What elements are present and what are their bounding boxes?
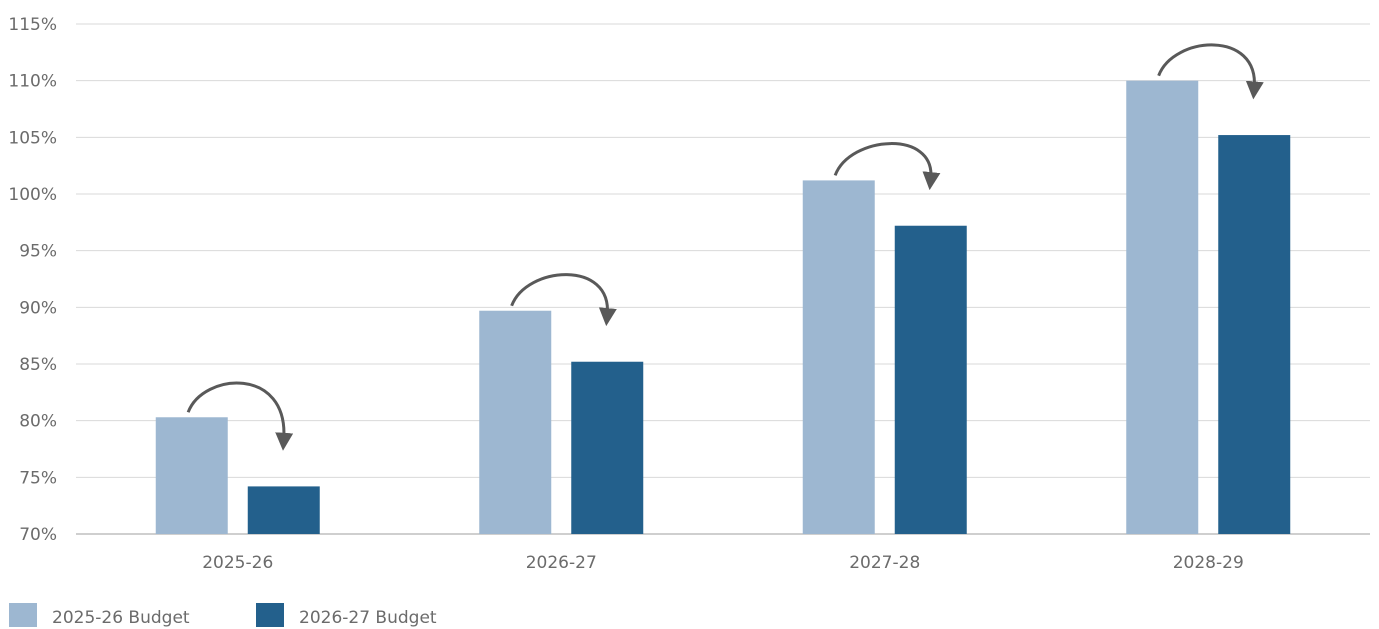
legend-swatch (256, 603, 284, 627)
x-tick-label: 2025-26 (202, 553, 273, 573)
change-arrow (186, 381, 294, 451)
bar-series-1-2026-27 (479, 310, 552, 534)
y-tick-label: 115% (8, 15, 57, 35)
x-tick-label: 2026-27 (526, 553, 597, 573)
y-tick-label: 70% (19, 525, 57, 545)
bar-series-2-2028-29 (1218, 135, 1291, 535)
y-tick-label: 105% (8, 128, 57, 148)
y-tick-label: 75% (19, 468, 57, 488)
y-axis-ticks: 70% 75% 80% 85% 90% 95% 100% 105% 110% 115% (8, 15, 57, 545)
y-tick-label: 90% (19, 298, 57, 318)
bar-series-2-2026-27 (571, 361, 644, 534)
x-tick-label: 2028-29 (1173, 553, 1244, 573)
y-tick-label: 80% (19, 412, 57, 432)
bar-series-2-2025-26 (247, 486, 320, 534)
change-arrow (833, 142, 941, 191)
bar-series-1-2028-29 (1126, 80, 1199, 535)
change-arrow (1157, 43, 1264, 100)
legend: 2025-26 Budget 2026-27 Budget (9, 603, 437, 628)
x-axis-ticks: 2025-26 2026-27 2027-28 2028-29 (202, 553, 1244, 573)
y-tick-label: 95% (19, 242, 57, 262)
y-tick-label: 100% (8, 185, 57, 205)
legend-label: 2026-27 Budget (299, 608, 437, 628)
bar-series-2-2027-28 (894, 225, 967, 534)
change-arrow (510, 273, 617, 327)
bar-series-1-2025-26 (155, 417, 228, 534)
bar-series-1-2027-28 (802, 180, 875, 534)
legend-swatch (9, 603, 37, 627)
bars (155, 80, 1291, 535)
gridlines (76, 23, 1370, 535)
y-tick-label: 110% (8, 72, 57, 92)
arrows (186, 43, 1264, 451)
y-tick-label: 85% (19, 355, 57, 375)
x-tick-label: 2027-28 (849, 553, 920, 573)
legend-label: 2025-26 Budget (52, 608, 190, 628)
